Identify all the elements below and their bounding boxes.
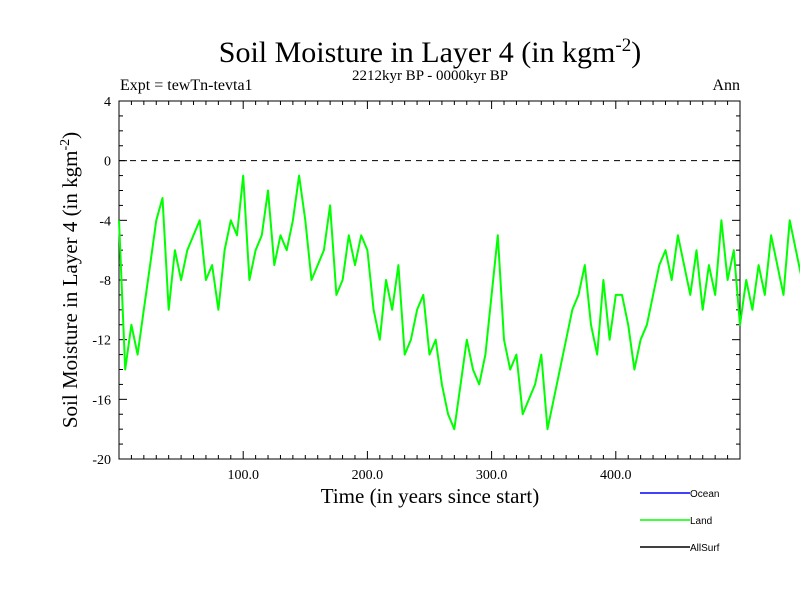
series-group — [118, 174, 800, 431]
y-tick-label: -4 — [99, 214, 111, 229]
y-axis-title: Soil Moisture in Layer 4 (in kgm-2) — [58, 132, 82, 428]
season-label: Ann — [712, 77, 740, 94]
chart-title: Soil Moisture in Layer 4 (in kgm-2) — [219, 35, 641, 69]
legend: Ocean Land AllSurf — [640, 489, 720, 554]
x-axis: 100.0 200.0 300.0 400.0 — [130, 101, 729, 483]
y-axis: 4 0 -4 -8 -12 -16 -20 — [92, 95, 740, 468]
y-tick-label: -16 — [92, 393, 111, 408]
y-tick-label: -12 — [92, 334, 111, 349]
y-tick-label: -20 — [92, 453, 111, 468]
legend-label-ocean: Ocean — [690, 489, 719, 500]
legend-label-allsurf: AllSurf — [690, 543, 720, 554]
x-axis-title: Time (in years since start) — [321, 484, 540, 508]
x-tick-label: 100.0 — [227, 468, 259, 483]
y-tick-label: 0 — [104, 155, 111, 170]
experiment-label: Expt = tewTn-tevta1 — [120, 77, 253, 94]
x-tick-label: 400.0 — [600, 468, 632, 483]
x-tick-label: 300.0 — [476, 468, 508, 483]
y-tick-label: -8 — [99, 274, 111, 289]
chart-subtitle: 2212kyr BP - 0000kyr BP — [352, 68, 508, 84]
x-tick-label: 200.0 — [352, 468, 384, 483]
y-tick-label: 4 — [104, 95, 111, 110]
legend-label-land: Land — [690, 516, 712, 527]
series-line-land — [118, 174, 800, 431]
